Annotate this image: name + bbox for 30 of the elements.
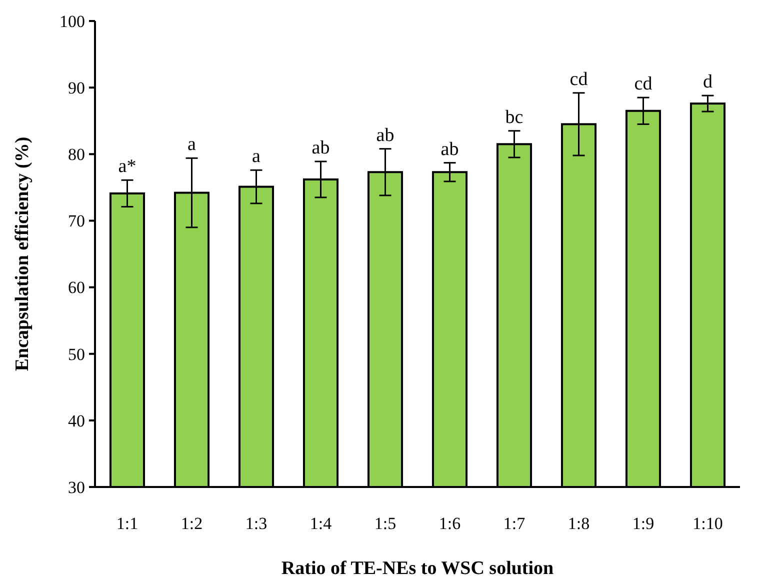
x-tick-label: 1:3 xyxy=(245,514,268,533)
x-tick-label: 1:1 xyxy=(116,514,138,533)
annotation: d xyxy=(703,72,713,93)
y-tick-label: 70 xyxy=(68,212,85,231)
annotation: cd xyxy=(570,68,588,90)
y-tick-label: 90 xyxy=(68,78,85,98)
x-tick-label: 1:4 xyxy=(310,514,332,533)
x-tick-label: 1:2 xyxy=(180,514,203,533)
y-tick-label: 30 xyxy=(68,478,85,497)
x-tick-label: 1:6 xyxy=(438,514,461,533)
x-tick-label: 1:7 xyxy=(503,514,526,533)
x-tick-label: 1:5 xyxy=(374,514,396,533)
y-tick-label: 80 xyxy=(68,145,85,164)
y-axis-title: Encapsulation efficiency (%) xyxy=(12,136,33,372)
annotation: a xyxy=(252,146,262,168)
y-tick-label: 40 xyxy=(68,411,85,430)
x-tick-label: 1:10 xyxy=(692,514,723,533)
annotation: ab xyxy=(312,137,330,158)
x-axis-title: Ratio of TE-NEs to WSC solution xyxy=(281,558,554,579)
annotation: a* xyxy=(118,156,136,178)
annotation: a xyxy=(188,134,197,156)
y-tick-label: 50 xyxy=(68,344,85,364)
y-tick-label: 60 xyxy=(68,278,85,298)
annotation: ab xyxy=(376,124,394,146)
y-tick-label: 100 xyxy=(60,12,85,31)
annotation: cd xyxy=(634,74,653,95)
annotation: ab xyxy=(440,138,459,160)
annotation: bc xyxy=(505,106,524,128)
x-tick-label: 1:9 xyxy=(632,514,654,533)
x-tick-label: 1:8 xyxy=(568,514,590,533)
